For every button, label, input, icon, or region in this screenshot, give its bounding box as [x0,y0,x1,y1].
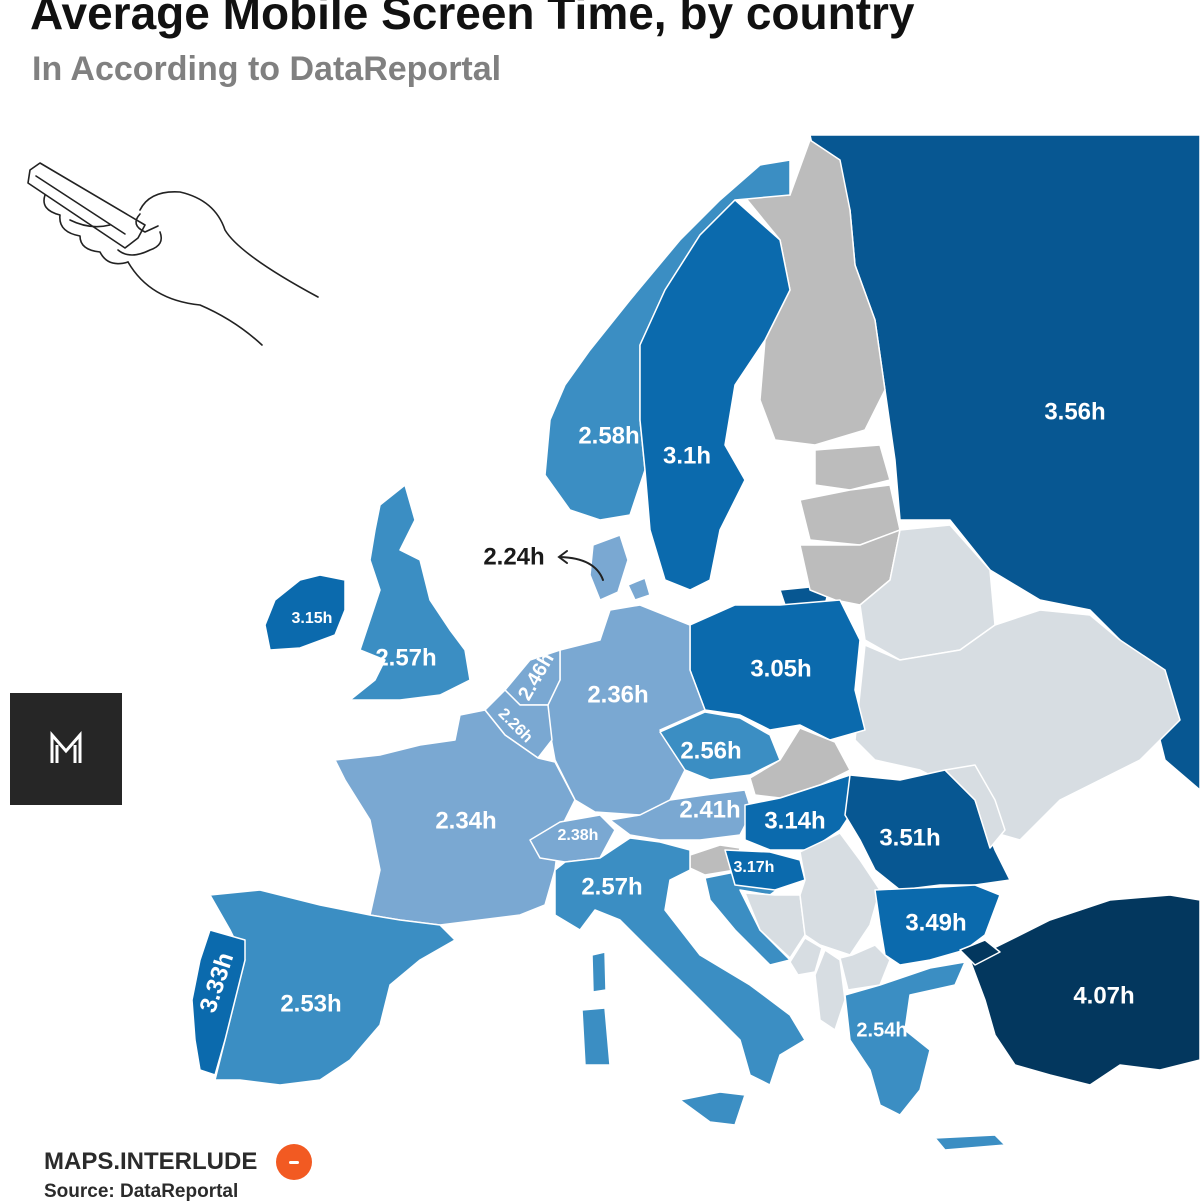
slovakia-region [749,727,851,799]
label-sweden: 3.1h [663,442,711,469]
denmark-callout-arrow [557,550,604,581]
label-poland: 3.05h [750,655,811,682]
source-credit: Source: DataReportal [44,1181,239,1202]
uk-region [349,484,471,701]
greece-region [844,961,966,1116]
montenegro-region [789,937,823,976]
denmark-island [627,577,651,601]
label-switzerland: 2.38h [558,827,599,844]
belarus-region [859,524,996,661]
label-serbia: 3.17h [734,859,775,876]
france-region [334,709,576,926]
denmark-region [589,534,629,601]
brand-name: MAPS.INTERLUDE [44,1148,258,1175]
brand-badge [10,693,122,805]
label-denmark: 2.24h [483,543,544,570]
moldova-region [944,764,1006,849]
label-russia: 3.56h [1044,398,1105,425]
germany-region [544,604,706,816]
estonia-region [814,444,891,491]
sardinia-island [581,1007,611,1066]
ukraine-region [854,609,1181,841]
label-austria: 2.41h [679,796,740,823]
hand-holding-phone-icon [27,162,319,346]
label-norway: 2.58h [578,422,639,449]
label-spain: 2.53h [280,990,341,1017]
map-title: Average Mobile Screen Time, by country [30,0,915,39]
label-bulgaria: 3.49h [905,909,966,936]
italy-region [554,837,806,1086]
map-subtitle: In According to DataReportal [32,50,502,88]
label-germany: 2.36h [587,681,648,708]
turkey-region [969,894,1200,1086]
label-uk: 2.57h [375,644,436,671]
m-logo-icon [50,731,82,763]
ireland-region [264,574,346,651]
poland-region [689,599,866,741]
label-greece: 2.54h [856,1019,907,1041]
label-turkey: 4.07h [1073,982,1134,1009]
switzerland-region [529,814,616,863]
label-hungary: 3.14h [764,807,825,834]
label-czechia: 2.56h [680,737,741,764]
turkey-thrace [959,939,1001,966]
label-france: 2.34h [435,807,496,834]
corsica-island [591,951,607,993]
sicily-island [679,1091,746,1126]
label-ireland: 3.15h [292,610,333,627]
label-romania: 3.51h [879,824,940,851]
brand-chat-icon [276,1144,312,1180]
north-macedonia-region [839,944,891,991]
portugal-region [191,929,246,1076]
label-italy: 2.57h [581,873,642,900]
crete-island [934,1134,1006,1151]
sweden-region [639,199,791,591]
